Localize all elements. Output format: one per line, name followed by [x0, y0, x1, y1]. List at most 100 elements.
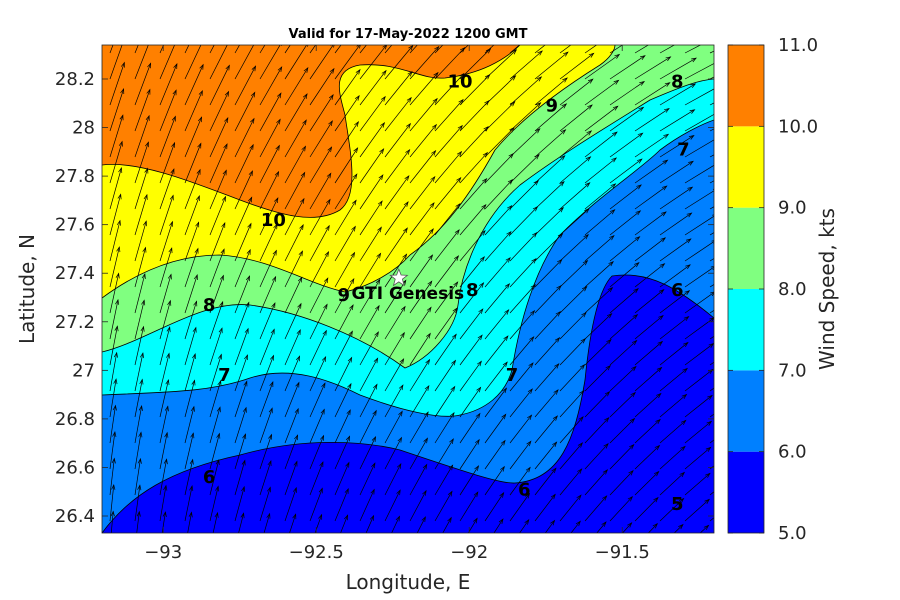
wind-arrow	[259, 328, 275, 366]
wind-arrow	[259, 380, 274, 418]
wind-arrow	[110, 510, 115, 533]
wind-arrow	[434, 46, 466, 80]
wind-arrow	[159, 378, 170, 418]
wind-arrow	[334, 356, 353, 392]
colorbar-band	[728, 207, 764, 289]
wind-arrow	[309, 461, 324, 496]
wind-arrow	[359, 69, 387, 106]
wind-arrow	[559, 468, 583, 496]
wind-arrow	[634, 107, 670, 132]
wind-arrow	[234, 143, 254, 184]
wind-arrow	[534, 103, 568, 132]
colorbar-tick-label: 6.0	[778, 442, 807, 463]
wind-arrow	[609, 287, 639, 314]
wind-arrow	[409, 228, 434, 262]
wind-arrow	[359, 200, 383, 236]
wind-arrow	[509, 284, 536, 314]
wind-arrow	[584, 443, 609, 470]
wind-arrow	[384, 96, 412, 132]
wind-arrow	[109, 298, 120, 340]
wind-arrow	[309, 251, 330, 288]
wind-arrow	[161, 511, 167, 533]
wind-arrow	[409, 385, 430, 418]
wind-arrow	[634, 366, 663, 392]
wind-arrow	[109, 45, 123, 80]
station-marker-group: GTI Genesis	[351, 267, 464, 304]
wind-arrow	[534, 467, 557, 496]
wind-arrow	[109, 351, 118, 392]
contour-label: 9	[546, 96, 559, 117]
wind-arrow	[209, 45, 215, 54]
wind-arrow	[259, 144, 280, 184]
wind-arrow	[184, 300, 198, 340]
wind-arrow	[622, 522, 633, 533]
wind-arrow	[334, 45, 342, 54]
wind-arrow	[609, 496, 634, 522]
wind-arrow	[209, 459, 220, 496]
wind-arrow	[234, 380, 248, 418]
wind-arrow	[484, 335, 509, 366]
wind-arrow	[559, 182, 591, 210]
wind-arrow	[334, 461, 350, 496]
band-10-11	[102, 45, 520, 218]
contour-label: 7	[506, 365, 519, 386]
y-axis-label: Latitude, N	[15, 234, 39, 344]
wind-arrow	[359, 436, 377, 470]
contour-line-10	[102, 45, 521, 218]
wind-arrow	[584, 286, 614, 314]
wind-arrow	[684, 114, 714, 132]
wind-arrow	[284, 434, 298, 470]
x-axis-label: Longitude, E	[346, 570, 471, 594]
wind-arrow	[699, 524, 710, 533]
y-tick-label: 27	[72, 360, 95, 381]
wind-arrow	[159, 247, 173, 288]
wind-arrow	[484, 45, 495, 54]
wind-arrow	[684, 188, 714, 210]
wind-arrow	[416, 516, 426, 533]
wind-arrow	[434, 229, 460, 262]
x-tick-label: −92.5	[289, 542, 344, 563]
wind-arrow	[484, 49, 518, 80]
wind-arrow	[109, 246, 121, 288]
wind-arrow	[309, 146, 333, 184]
wind-arrow	[684, 63, 714, 80]
wind-arrow	[459, 386, 482, 418]
wind-arrow	[634, 159, 669, 184]
wind-arrow	[309, 120, 333, 158]
wind-arrow	[359, 357, 379, 392]
wind-vector-field	[109, 45, 714, 533]
wind-arrow	[234, 45, 240, 54]
wind-arrow	[109, 378, 118, 418]
wind-arrow	[309, 277, 329, 314]
wind-arrow	[459, 465, 480, 496]
wind-arrow	[284, 329, 301, 366]
wind-arrow	[134, 246, 147, 288]
wind-arrow	[134, 352, 144, 392]
wind-arrow	[459, 48, 492, 80]
wind-arrow	[134, 220, 147, 262]
wind-arrow	[584, 157, 618, 184]
x-tick-label: −91.5	[595, 542, 650, 563]
wind-arrow	[259, 433, 273, 470]
wind-arrow	[365, 514, 374, 533]
wind-arrow	[284, 224, 304, 262]
wind-arrow	[134, 404, 143, 444]
wind-arrow	[434, 255, 460, 288]
wind-arrow	[584, 417, 610, 444]
wind-arrow	[184, 273, 198, 314]
wind-arrow	[609, 45, 624, 54]
contour-label: 5	[671, 494, 684, 515]
wind-arrow	[259, 197, 279, 236]
wind-arrow	[584, 53, 621, 80]
wind-arrow	[596, 521, 607, 533]
wind-arrow	[384, 148, 411, 184]
wind-arrow	[609, 55, 646, 80]
contour-line-9	[102, 45, 616, 299]
wind-arrow	[234, 117, 255, 158]
wind-arrow	[534, 363, 560, 392]
wind-arrow	[134, 272, 146, 314]
wind-arrow	[584, 183, 617, 210]
y-tick-label: 28	[72, 118, 95, 139]
x-axis: −93 −92.5 −92 −91.5	[144, 45, 650, 563]
wind-arrow	[659, 445, 686, 470]
